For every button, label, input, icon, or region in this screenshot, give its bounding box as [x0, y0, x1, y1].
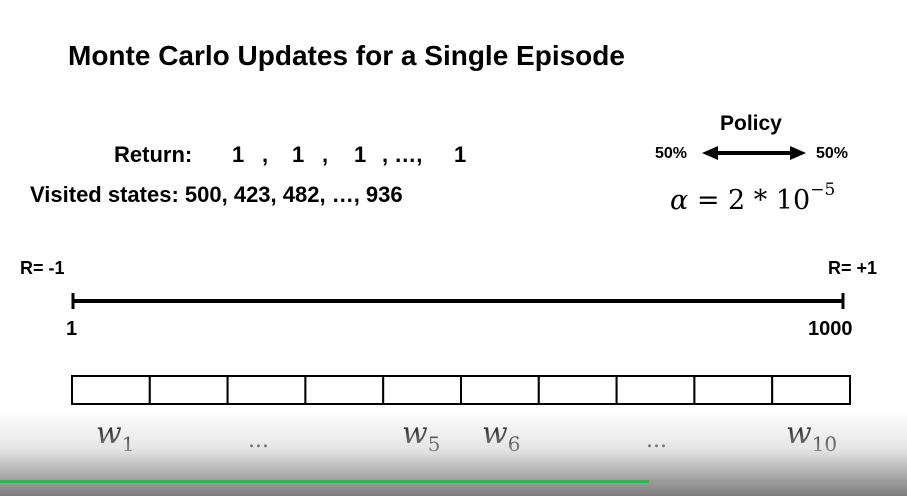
weight-ellipsis: ...: [248, 428, 269, 453]
visited-states-row: Visited states: 500, 423, 482, …, 936: [30, 182, 403, 208]
step-size-formula: α = 2 * 10−5: [670, 180, 835, 216]
weight-ellipsis: ...: [646, 428, 667, 453]
left-reward-label: R= -1: [20, 258, 65, 278]
left-state-label: 1: [66, 318, 78, 340]
alpha-expression: = 2 * 10: [688, 185, 811, 216]
weight-cell: [771, 375, 852, 405]
visited-values: 500, 423, 482, …, 936: [184, 182, 403, 207]
weight-label-w1: w1: [96, 416, 134, 456]
return-separator: , …,: [382, 142, 423, 167]
weight-grid: [71, 375, 852, 405]
policy-right-percent: 50%: [816, 145, 849, 162]
return-value: 1: [454, 142, 467, 167]
weight-cell: [537, 375, 618, 405]
weight-symbol: w: [482, 416, 508, 451]
weight-cell: [615, 375, 696, 405]
weight-symbol: w: [786, 416, 812, 451]
video-controls-shade: [0, 412, 907, 496]
return-label: Return:: [114, 142, 193, 167]
video-progress-played: [0, 480, 649, 483]
state-line: [71, 293, 845, 309]
return-value: 1: [232, 142, 245, 167]
weight-cell: [226, 375, 307, 405]
weight-symbol: w: [96, 416, 122, 451]
policy-left-percent: 50%: [655, 145, 688, 162]
return-value: 1: [354, 142, 367, 167]
weight-index: 6: [507, 432, 521, 456]
weight-index: 5: [427, 432, 441, 456]
weight-cell: [382, 375, 463, 405]
right-reward-label: R= +1: [828, 258, 878, 278]
return-separator: ,: [262, 142, 269, 167]
weight-cell: [460, 375, 540, 405]
return-separator: ,: [322, 142, 329, 167]
alpha-symbol: α: [670, 185, 689, 216]
return-row: Return: 1 , 1 , 1 , …, 1: [114, 142, 466, 168]
video-progress-bar[interactable]: [0, 480, 907, 483]
return-value: 1: [292, 142, 305, 167]
weight-label-w5: w5: [402, 416, 440, 456]
page-title: Monte Carlo Updates for a Single Episode: [68, 40, 625, 71]
weight-symbol: w: [402, 416, 428, 451]
weight-index: 10: [811, 432, 838, 456]
weight-label-w6: w6: [482, 416, 520, 456]
weight-cell: [304, 375, 385, 405]
policy-title: Policy: [720, 112, 782, 135]
visited-label: Visited states:: [30, 182, 179, 207]
weight-label-w10: w10: [786, 416, 837, 456]
weight-index: 1: [121, 432, 135, 456]
weight-cell: [693, 375, 774, 405]
weight-cell: [71, 375, 151, 405]
alpha-exponent: −5: [810, 180, 836, 200]
double-arrow-icon: [702, 146, 806, 160]
weight-cell: [148, 375, 229, 405]
right-state-label: 1000: [808, 318, 853, 340]
